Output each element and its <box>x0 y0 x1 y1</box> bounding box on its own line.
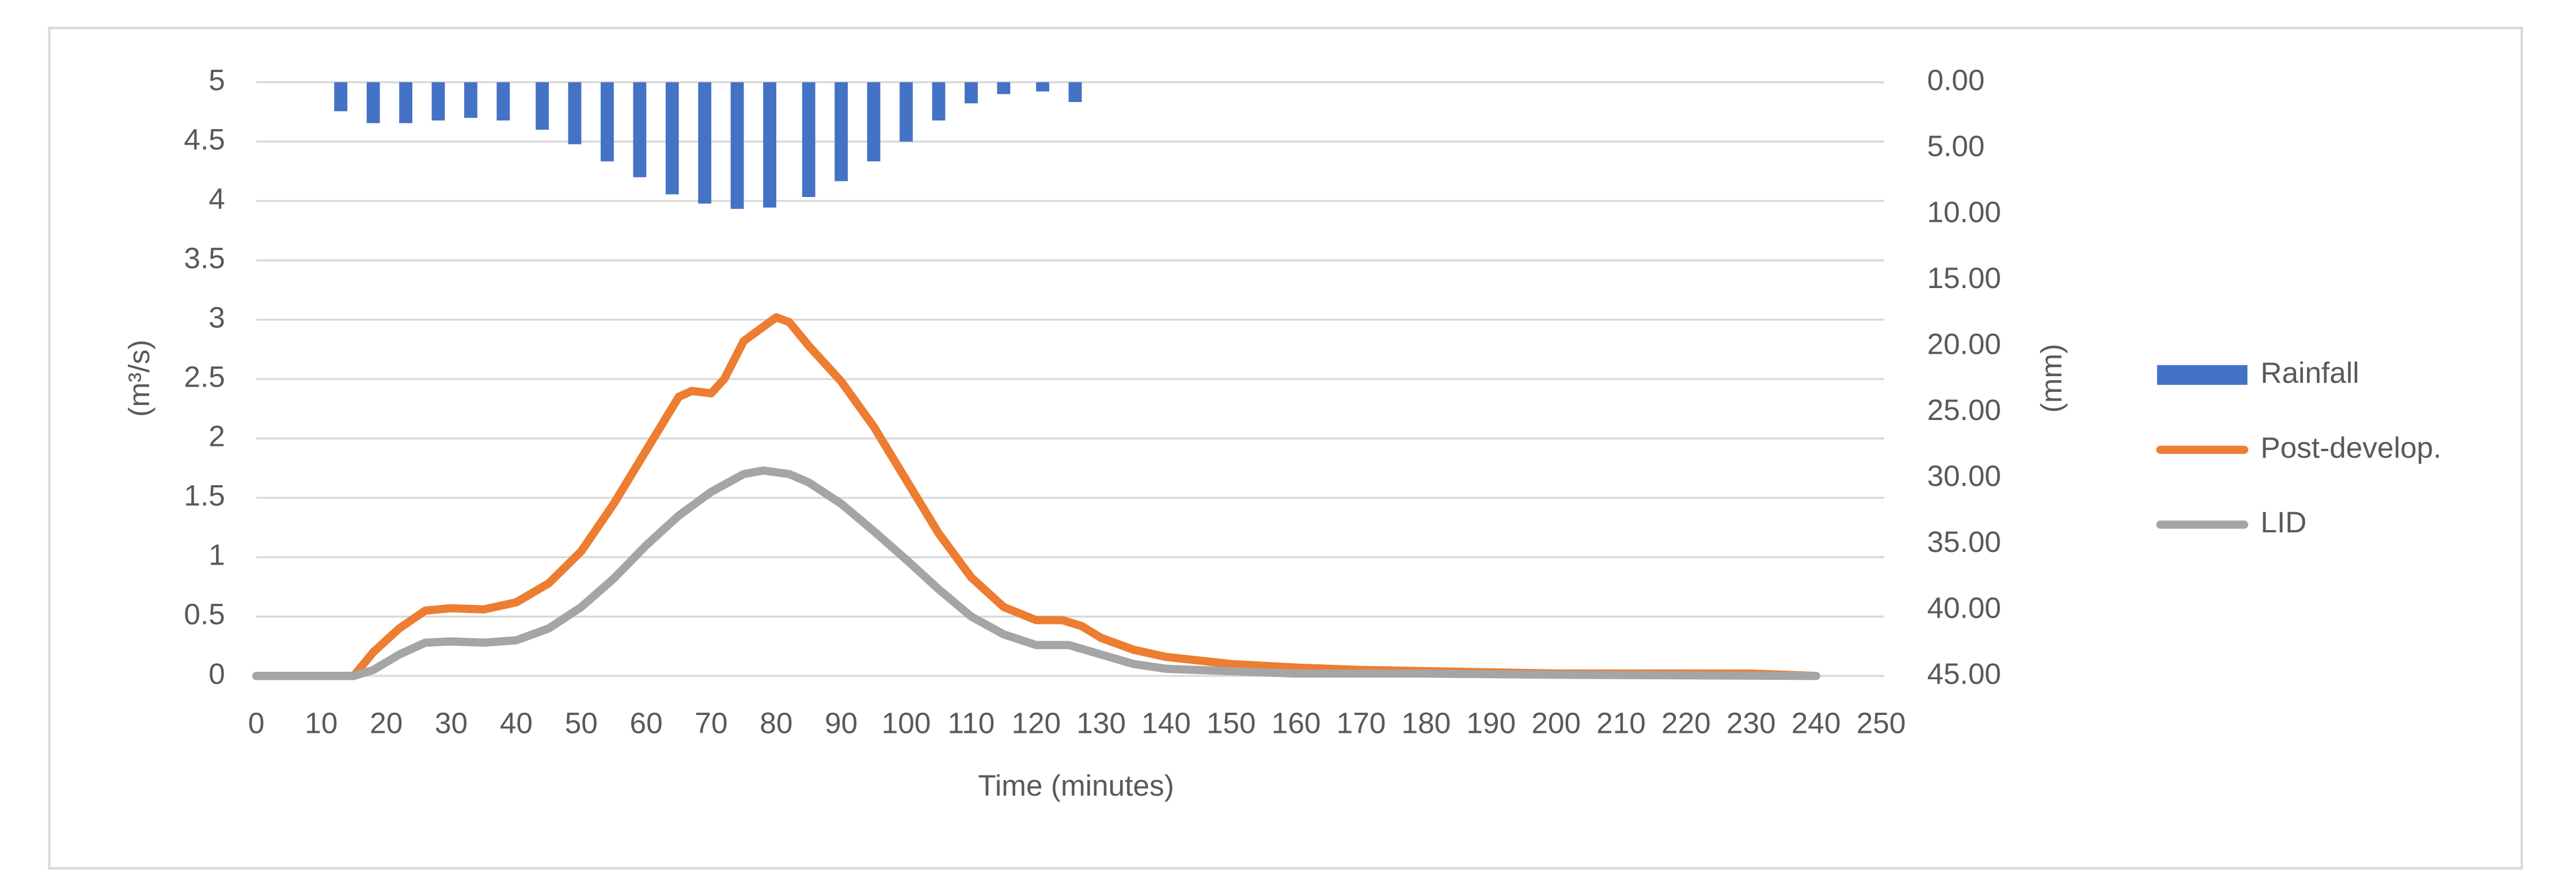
bar <box>496 82 510 121</box>
x-tick-label: 120 <box>1011 706 1061 739</box>
bar <box>834 82 848 181</box>
y-tick-label: 5 <box>208 63 225 96</box>
y-tick-label: 1.5 <box>184 479 225 512</box>
y-tick-label: 0.5 <box>184 598 225 631</box>
bar <box>1068 82 1082 103</box>
x-axis-title: Time (minutes) <box>978 769 1174 802</box>
bar <box>964 82 978 104</box>
bar <box>730 82 744 209</box>
y-tick-label: 0 <box>208 657 225 690</box>
y-tick-label: 2 <box>208 420 225 453</box>
x-tick-label: 180 <box>1402 706 1451 739</box>
y2-tick-label: 30.00 <box>1927 459 2001 492</box>
y2-tick-label: 5.00 <box>1927 130 1985 162</box>
x-tick-label: 230 <box>1727 706 1776 739</box>
y-tick-label: 1 <box>208 539 225 572</box>
bar <box>900 82 913 142</box>
bar <box>568 82 582 145</box>
bar <box>932 82 946 121</box>
bar <box>464 82 477 118</box>
legend-swatch <box>2157 365 2248 385</box>
bar <box>763 82 776 208</box>
x-tick-label: 130 <box>1076 706 1126 739</box>
legend-label: Rainfall <box>2260 356 2359 389</box>
y-tick-label: 3 <box>208 301 225 334</box>
bar <box>802 82 815 197</box>
y2-tick-label: 45.00 <box>1927 657 2001 690</box>
y2-tick-label: 15.00 <box>1927 262 2001 294</box>
bar <box>366 82 380 123</box>
y-axis-title: (m³/s) <box>123 339 155 417</box>
bar <box>997 82 1011 94</box>
bar <box>431 82 445 121</box>
y2-axis-title: (mm) <box>2035 344 2067 413</box>
x-tick-label: 10 <box>305 706 337 739</box>
x-tick-label: 150 <box>1207 706 1256 739</box>
y2-tick-label: 35.00 <box>1927 525 2001 558</box>
y-tick-label: 3.5 <box>184 241 225 274</box>
x-tick-label: 170 <box>1337 706 1386 739</box>
y2-tick-label: 40.00 <box>1927 591 2001 624</box>
x-tick-label: 100 <box>882 706 931 739</box>
legend-label: Post-develop. <box>2260 431 2441 464</box>
x-tick-label: 200 <box>1531 706 1581 739</box>
chart-frame <box>48 27 2524 870</box>
bar <box>399 82 412 123</box>
x-tick-label: 110 <box>947 706 995 739</box>
bar <box>698 82 712 204</box>
bar <box>633 82 647 177</box>
x-tick-label: 60 <box>630 706 663 739</box>
x-tick-label: 80 <box>760 706 792 739</box>
x-tick-label: 210 <box>1596 706 1646 739</box>
x-tick-label: 30 <box>435 706 468 739</box>
x-tick-label: 220 <box>1661 706 1711 739</box>
x-tick-label: 50 <box>565 706 598 739</box>
x-tick-label: 250 <box>1856 706 1906 739</box>
y2-tick-label: 20.00 <box>1927 327 2001 360</box>
line <box>252 313 1820 680</box>
bar <box>334 82 348 112</box>
x-tick-label: 160 <box>1272 706 1321 739</box>
y-tick-label: 2.5 <box>184 361 225 393</box>
y2-tick-label: 25.00 <box>1927 393 2001 426</box>
y-tick-label: 4.5 <box>184 123 225 156</box>
x-tick-label: 140 <box>1141 706 1191 739</box>
x-tick-label: 190 <box>1466 706 1516 739</box>
y-tick-label: 4 <box>208 182 225 215</box>
x-tick-label: 0 <box>248 706 265 739</box>
bar <box>665 82 679 195</box>
x-tick-label: 70 <box>695 706 727 739</box>
x-tick-label: 20 <box>370 706 403 739</box>
y2-tick-label: 0.00 <box>1927 63 1985 96</box>
bar <box>867 82 881 162</box>
line <box>252 466 1820 680</box>
x-tick-label: 240 <box>1792 706 1841 739</box>
bar <box>536 82 549 130</box>
legend-label: LID <box>2260 506 2306 539</box>
bar <box>601 82 614 162</box>
x-tick-label: 90 <box>825 706 858 739</box>
x-tick-label: 40 <box>500 706 533 739</box>
bar <box>1036 82 1049 92</box>
y2-tick-label: 10.00 <box>1927 195 2001 228</box>
